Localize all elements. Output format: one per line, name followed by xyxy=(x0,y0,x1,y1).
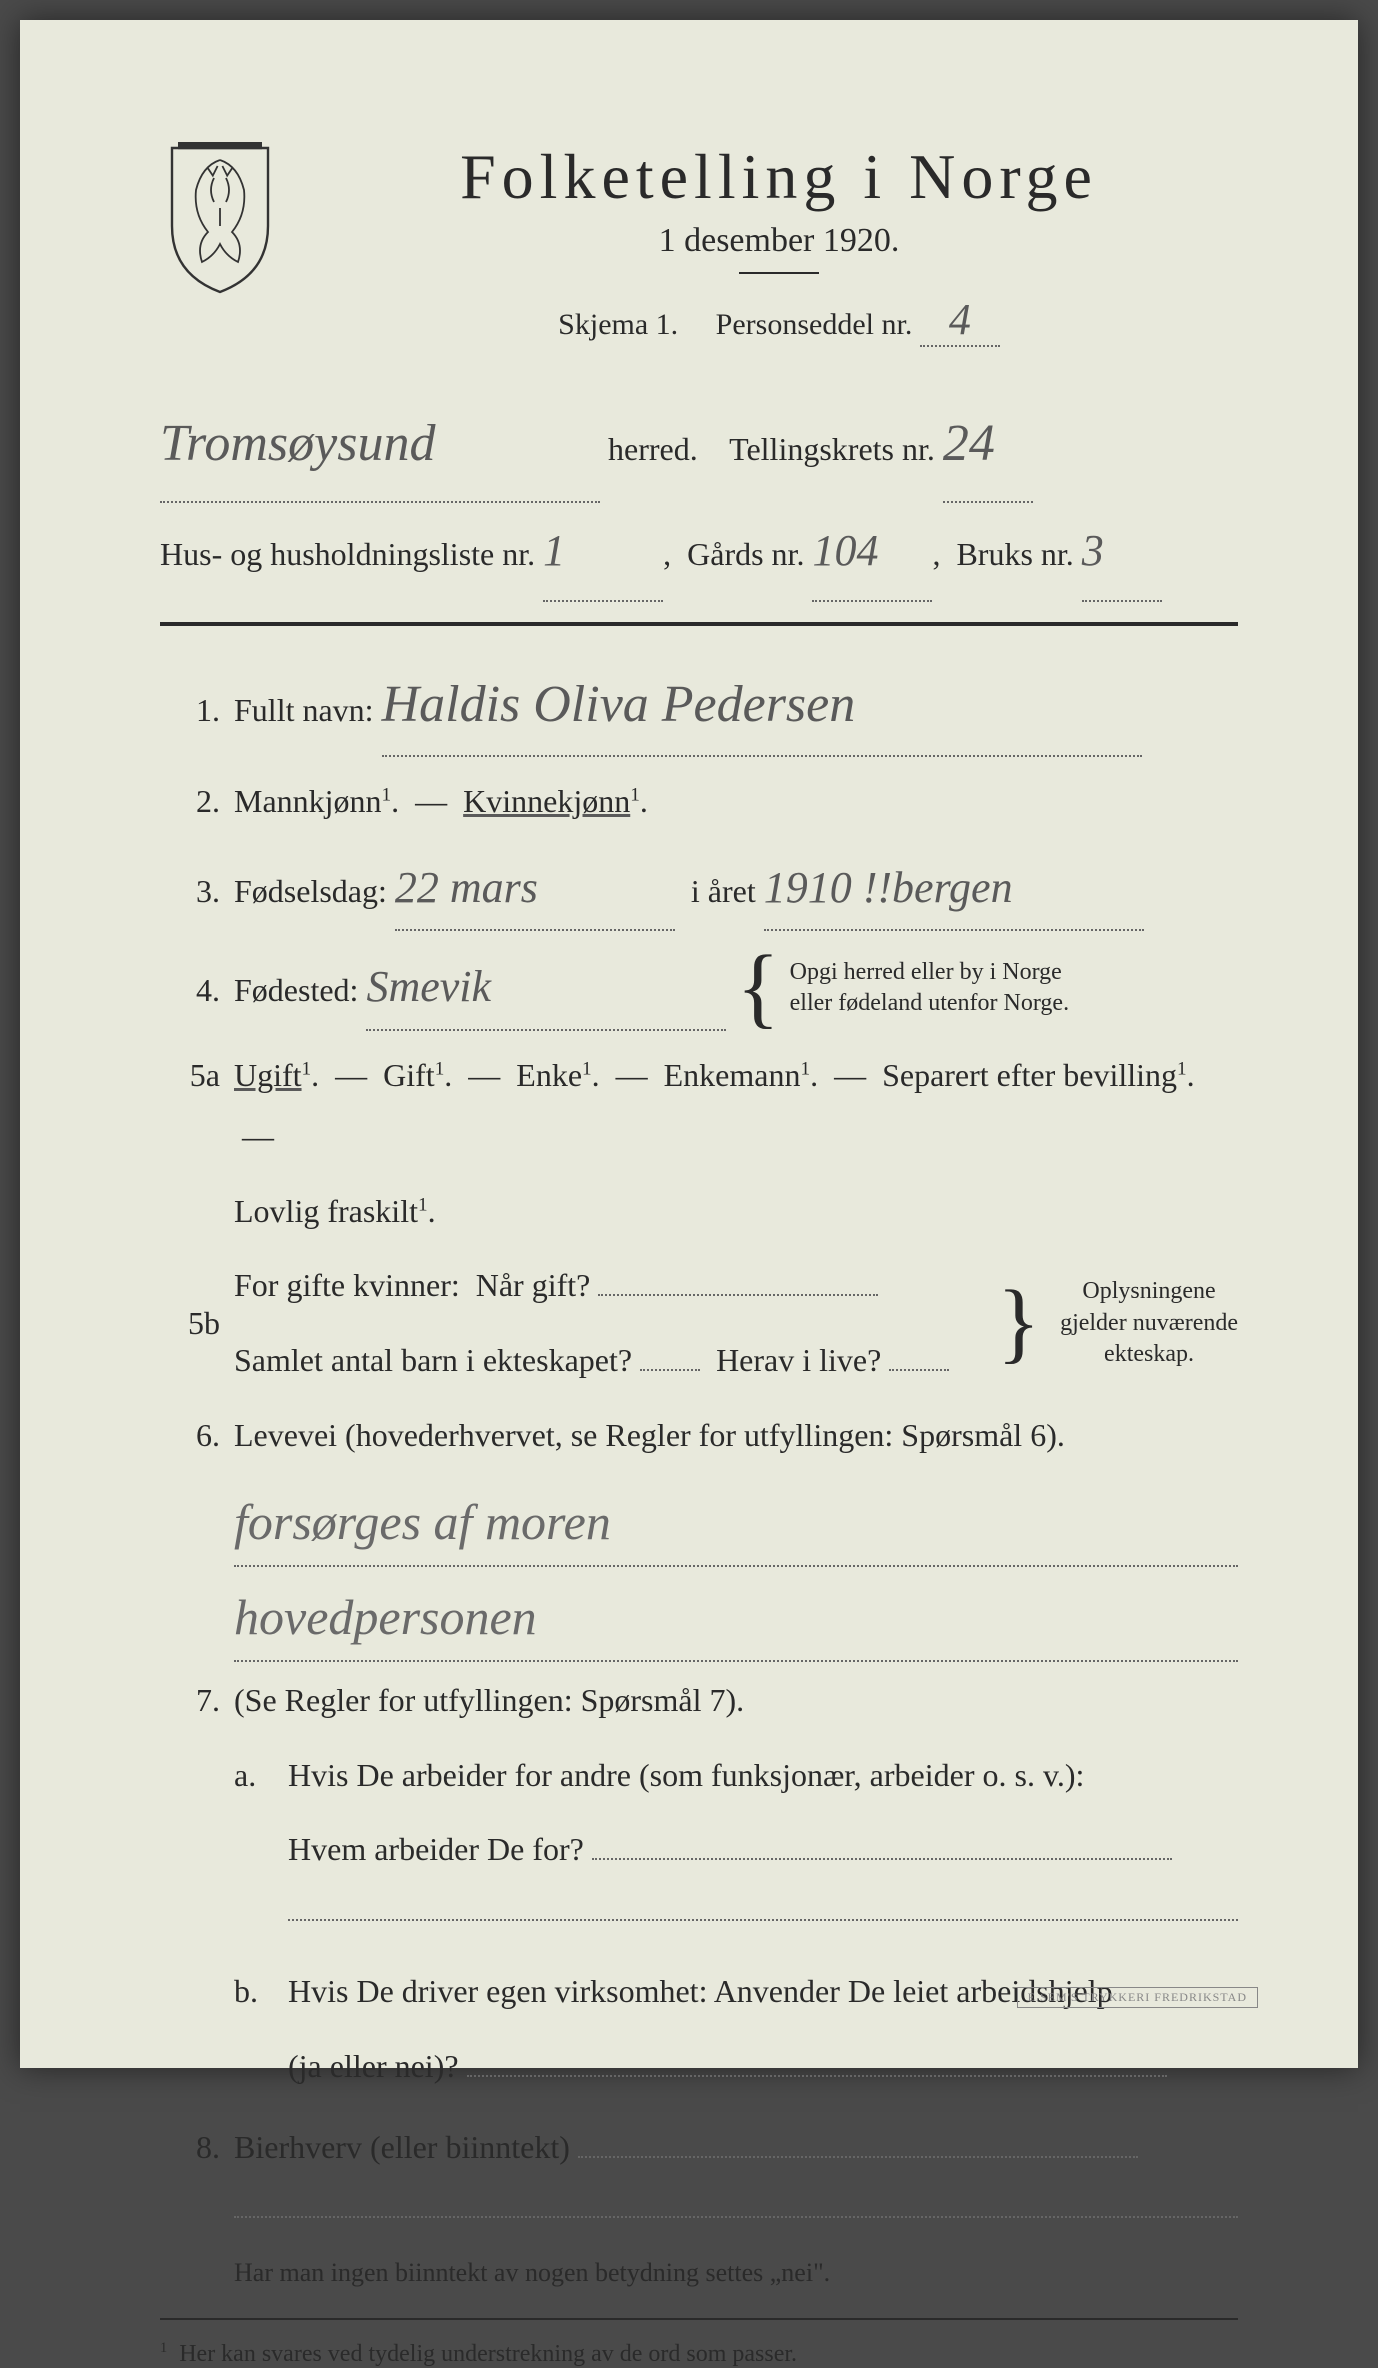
q2-mann: Mannkjønn xyxy=(234,783,382,819)
q7-label: (Se Regler for utfyllingen: Spørsmål 7). xyxy=(234,1670,1238,1731)
q5a-separert: Separert efter bevilling xyxy=(882,1057,1177,1093)
q7a-line2: Hvem arbeider De for? xyxy=(288,1831,584,1867)
q2-row: 2. Mannkjønn1. — Kvinnekjønn1. xyxy=(160,771,1238,832)
q3-row: 3. Fødselsdag: 22 mars i året 1910 !!ber… xyxy=(160,846,1238,932)
q5a-row2: Lovlig fraskilt1. xyxy=(160,1181,1238,1242)
q5b-note: Oplysningene gjelder nuværende ekteskap. xyxy=(1060,1276,1238,1370)
schema-label: Skjema 1. xyxy=(558,308,678,341)
bruks-label: Bruks nr. xyxy=(956,536,1073,572)
schema-line: Skjema 1. Personseddel nr. 4 xyxy=(320,294,1238,347)
q3-num: 3. xyxy=(160,861,220,922)
q3-day: 22 mars xyxy=(395,846,538,930)
q7-num: 7. xyxy=(160,1670,220,1731)
personseddel-nr: 4 xyxy=(949,294,971,345)
q8-row: 8. Bierhverv (eller biinntekt) xyxy=(160,2117,1238,2239)
q6-row: 6. Levevei (hovederhvervet, se Regler fo… xyxy=(160,1405,1238,1466)
q4-row: 4. Fødested: Smevik { Opgi herred eller … xyxy=(160,945,1238,1031)
main-title: Folketelling i Norge xyxy=(320,140,1238,214)
husliste-label: Hus- og husholdningsliste nr. xyxy=(160,536,535,572)
gards-label: Gårds nr. xyxy=(687,536,804,572)
q5b-num: 5b xyxy=(160,1293,220,1354)
q1-value: Haldis Oliva Pedersen xyxy=(382,656,856,755)
tellingskrets-nr: 24 xyxy=(943,387,995,501)
subtitle: 1 desember 1920. xyxy=(320,222,1238,260)
q2-kvinne: Kvinnekjønn xyxy=(463,783,630,819)
q6-answer: forsørges af moren hovedpersonen xyxy=(160,1480,1238,1662)
q7b-row: b. Hvis De driver egen virksomhet: Anven… xyxy=(160,1961,1238,2097)
tellingskrets-label: Tellingskrets nr. xyxy=(729,431,935,467)
q5b-row: 5b For gifte kvinner: Når gift? Samlet a… xyxy=(160,1255,1238,1391)
divider-thin xyxy=(160,2318,1238,2320)
q6-value2: hovedpersonen xyxy=(234,1589,537,1645)
q7-row: 7. (Se Regler for utfyllingen: Spørsmål … xyxy=(160,1670,1238,1731)
q7b-num: b. xyxy=(234,1961,274,2022)
q5a-enke: Enke xyxy=(516,1057,582,1093)
q4-value: Smevik xyxy=(366,945,491,1029)
q5b-label2: Når gift? xyxy=(476,1267,591,1303)
document-page: Folketelling i Norge 1 desember 1920. Sk… xyxy=(20,20,1358,2068)
q1-label: Fullt navn: xyxy=(234,692,374,728)
title-block: Folketelling i Norge 1 desember 1920. Sk… xyxy=(320,140,1238,367)
q7a-num: a. xyxy=(234,1745,274,1806)
q4-label: Fødested: xyxy=(234,972,358,1008)
q3-year: 1910 !!bergen xyxy=(764,846,1013,930)
footer-note1: Har man ingen biinntekt av nogen betydni… xyxy=(160,2258,1238,2288)
q7a-row: a. Hvis De arbeider for andre (som funks… xyxy=(160,1745,1238,1941)
q5b-label4: Herav i live? xyxy=(716,1342,881,1378)
q1-num: 1. xyxy=(160,680,220,741)
q7a-line1: Hvis De arbeider for andre (som funksjon… xyxy=(288,1745,1238,1806)
title-divider xyxy=(739,272,819,274)
q1-row: 1. Fullt navn: Haldis Oliva Pedersen xyxy=(160,656,1238,757)
q5a-num: 5a xyxy=(160,1045,220,1106)
q5b-label3: Samlet antal barn i ekteskapet? xyxy=(234,1342,632,1378)
coat-of-arms-icon xyxy=(160,140,280,300)
bruks-nr: 3 xyxy=(1082,503,1104,600)
q6-value1: forsørges af moren xyxy=(234,1494,611,1550)
printer-mark: E.SEM'S TRYKKERI FREDRIKSTAD xyxy=(1017,1987,1258,2008)
husliste-nr: 1 xyxy=(543,503,565,600)
personseddel-label: Personseddel nr. xyxy=(716,308,913,341)
q5a-ugift: Ugift xyxy=(234,1057,302,1093)
q5a-enkemann: Enkemann xyxy=(664,1057,801,1093)
q3-year-label: i året xyxy=(691,873,756,909)
q5a-gift: Gift xyxy=(383,1057,435,1093)
q4-note: Opgi herred eller by i Norge eller fødel… xyxy=(790,957,1069,1019)
q6-label: Levevei (hovederhvervet, se Regler for u… xyxy=(234,1405,1238,1466)
q5a-lovlig: Lovlig fraskilt xyxy=(234,1193,418,1229)
gards-nr: 104 xyxy=(812,503,878,600)
q8-label: Bierhverv (eller biinntekt) xyxy=(234,2129,570,2165)
q4-num: 4. xyxy=(160,960,220,1021)
q7b-line2: (ja eller nei)? xyxy=(288,2048,459,2084)
herred-label: herred. xyxy=(608,431,698,467)
location-block: Tromsøysund herred. Tellingskrets nr. 24… xyxy=(160,387,1238,602)
q5a-row: 5a Ugift1. — Gift1. — Enke1. — Enkemann1… xyxy=(160,1045,1238,1167)
q8-num: 8. xyxy=(160,2117,220,2178)
q2-num: 2. xyxy=(160,771,220,832)
header: Folketelling i Norge 1 desember 1920. Sk… xyxy=(160,140,1238,367)
footer-note2: 1 Her kan svares ved tydelig understrekn… xyxy=(160,2340,1238,2368)
herred-value: Tromsøysund xyxy=(160,387,435,501)
q3-label: Fødselsdag: xyxy=(234,873,387,909)
q6-num: 6. xyxy=(160,1405,220,1466)
q5b-label1: For gifte kvinner: xyxy=(234,1267,460,1303)
divider-thick xyxy=(160,622,1238,626)
